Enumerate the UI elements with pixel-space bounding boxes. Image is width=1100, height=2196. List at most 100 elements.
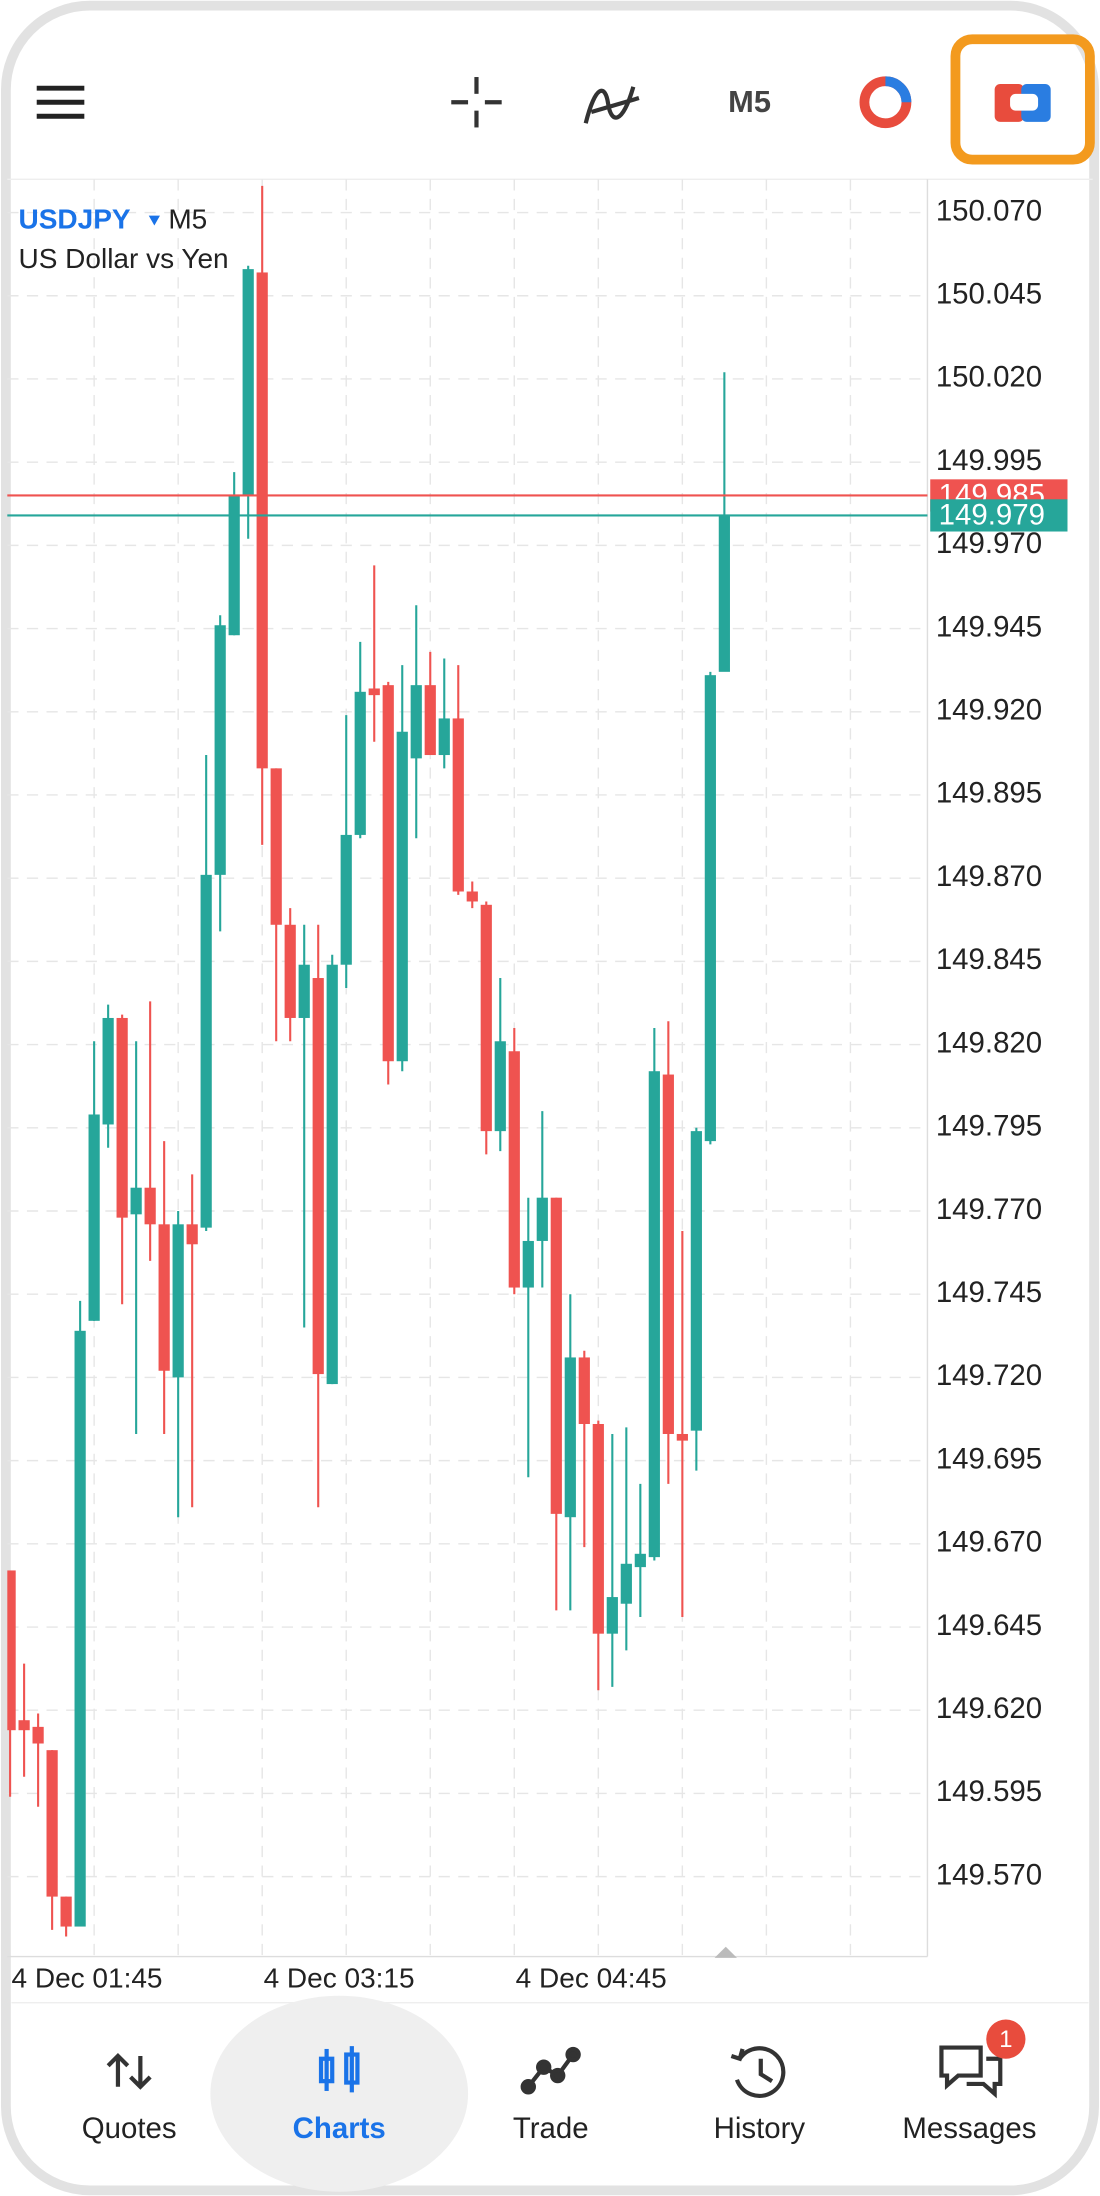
candle-body bbox=[690, 1131, 702, 1431]
candle-body bbox=[144, 1187, 156, 1225]
candle-body bbox=[550, 1197, 562, 1514]
symbol-description: US Dollar vs Yen bbox=[19, 243, 229, 274]
y-tick-label: 149.595 bbox=[936, 1775, 1042, 1808]
nav-label[interactable]: Trade bbox=[513, 2112, 589, 2145]
candle-body bbox=[130, 1187, 142, 1215]
y-tick-label: 149.570 bbox=[936, 1858, 1042, 1891]
candle-body bbox=[256, 272, 268, 769]
plot-area bbox=[7, 185, 730, 1937]
nav-label[interactable]: Charts bbox=[293, 2112, 386, 2145]
scroll-marker[interactable] bbox=[714, 1946, 737, 1958]
candle-body bbox=[578, 1357, 590, 1425]
candle-body bbox=[7, 1570, 16, 1731]
menu-button[interactable] bbox=[36, 85, 85, 119]
y-tick-label: 150.020 bbox=[936, 361, 1042, 394]
candle-body bbox=[298, 964, 310, 1018]
history-icon bbox=[730, 2046, 786, 2098]
candle-body bbox=[620, 1563, 632, 1604]
chart-timeframe: M5 bbox=[168, 204, 207, 235]
y-tick-label: 149.770 bbox=[936, 1193, 1042, 1226]
candle-body bbox=[270, 768, 282, 925]
candle-body bbox=[466, 891, 478, 902]
highlight-box bbox=[950, 34, 1095, 165]
candle-body bbox=[46, 1750, 58, 1897]
symbol[interactable]: USDJPY bbox=[19, 204, 131, 235]
candle-body bbox=[116, 1017, 128, 1218]
toolbar: M5 bbox=[36, 34, 1095, 165]
candle-body bbox=[88, 1114, 100, 1321]
candle-body bbox=[704, 675, 716, 1142]
x-tick-label: 4 Dec 03:15 bbox=[264, 1963, 415, 1994]
y-tick-label: 149.870 bbox=[936, 860, 1042, 893]
candle-body bbox=[214, 625, 226, 875]
active-tab-bg bbox=[210, 1995, 469, 2192]
y-tick-label: 149.620 bbox=[936, 1692, 1042, 1725]
y-tick-label: 149.895 bbox=[936, 777, 1042, 810]
y-tick-label: 150.070 bbox=[936, 194, 1042, 227]
y-tick-label: 149.820 bbox=[936, 1026, 1042, 1059]
candle-body bbox=[200, 874, 212, 1228]
one-click-button[interactable] bbox=[859, 76, 912, 129]
nav-label[interactable]: Messages bbox=[902, 2112, 1036, 2145]
candle-body bbox=[74, 1330, 86, 1927]
candle-body bbox=[606, 1597, 618, 1634]
candle-body bbox=[676, 1433, 688, 1441]
y-tick-label: 149.645 bbox=[936, 1609, 1042, 1642]
candle-body bbox=[648, 1071, 660, 1558]
candle-body bbox=[32, 1726, 44, 1744]
y-tick-label: 149.945 bbox=[936, 610, 1042, 643]
candle-body bbox=[186, 1224, 198, 1245]
nav-label[interactable]: Quotes bbox=[82, 2112, 177, 2145]
candle-body bbox=[592, 1424, 604, 1634]
candle-body bbox=[172, 1224, 184, 1378]
messages-icon bbox=[939, 2045, 1003, 2099]
candle-body bbox=[508, 1051, 520, 1288]
candle-body bbox=[60, 1896, 72, 1927]
y-tick-label: 149.795 bbox=[936, 1110, 1042, 1143]
crosshair-button[interactable] bbox=[451, 77, 502, 128]
candle-body bbox=[480, 904, 492, 1132]
candle-body bbox=[242, 269, 254, 496]
badge-count: 1 bbox=[999, 2026, 1012, 2053]
badge bbox=[986, 2019, 1026, 2059]
candle-body bbox=[368, 688, 380, 696]
trade-panel-button[interactable] bbox=[994, 84, 1051, 122]
price-label: 149.979 bbox=[939, 499, 1045, 532]
candle-body bbox=[340, 834, 352, 965]
candle-body bbox=[354, 691, 366, 835]
nav-label[interactable]: History bbox=[714, 2112, 806, 2145]
y-tick-label: 149.745 bbox=[936, 1276, 1042, 1309]
candle-body bbox=[18, 1720, 30, 1731]
y-tick-label: 149.920 bbox=[936, 694, 1042, 727]
quotes-icon bbox=[106, 2052, 152, 2090]
timeframe-button[interactable]: M5 bbox=[728, 84, 771, 119]
candle-body bbox=[396, 731, 408, 1062]
candle-body bbox=[312, 978, 324, 1375]
x-tick-label: 4 Dec 04:45 bbox=[516, 1963, 667, 1994]
candle-body bbox=[522, 1240, 534, 1288]
candle-body bbox=[452, 718, 464, 892]
candle-body bbox=[564, 1357, 576, 1518]
candle-body bbox=[718, 515, 730, 672]
trade-icon bbox=[520, 2046, 581, 2095]
candle-body bbox=[158, 1224, 170, 1371]
bottom-navigation: 1 Quotes Charts Trade History Messages bbox=[11, 1995, 1089, 2192]
candle-body bbox=[424, 685, 436, 756]
y-tick-label: 149.970 bbox=[936, 527, 1042, 560]
symbol-dropdown[interactable] bbox=[148, 215, 160, 226]
candle-body bbox=[326, 964, 338, 1385]
candle-body bbox=[494, 1041, 506, 1132]
candle-body bbox=[536, 1197, 548, 1241]
candle-body bbox=[382, 685, 394, 1062]
price-label-bg bbox=[930, 499, 1068, 532]
candle-body bbox=[228, 495, 240, 636]
x-tick-label: 4 Dec 01:45 bbox=[12, 1963, 163, 1994]
y-tick-label: 150.045 bbox=[936, 278, 1042, 311]
candle-body bbox=[438, 718, 450, 756]
candle-body bbox=[662, 1074, 674, 1434]
y-tick-label: 149.845 bbox=[936, 943, 1042, 976]
candle-body bbox=[634, 1553, 646, 1568]
indicators-button[interactable] bbox=[583, 86, 640, 124]
